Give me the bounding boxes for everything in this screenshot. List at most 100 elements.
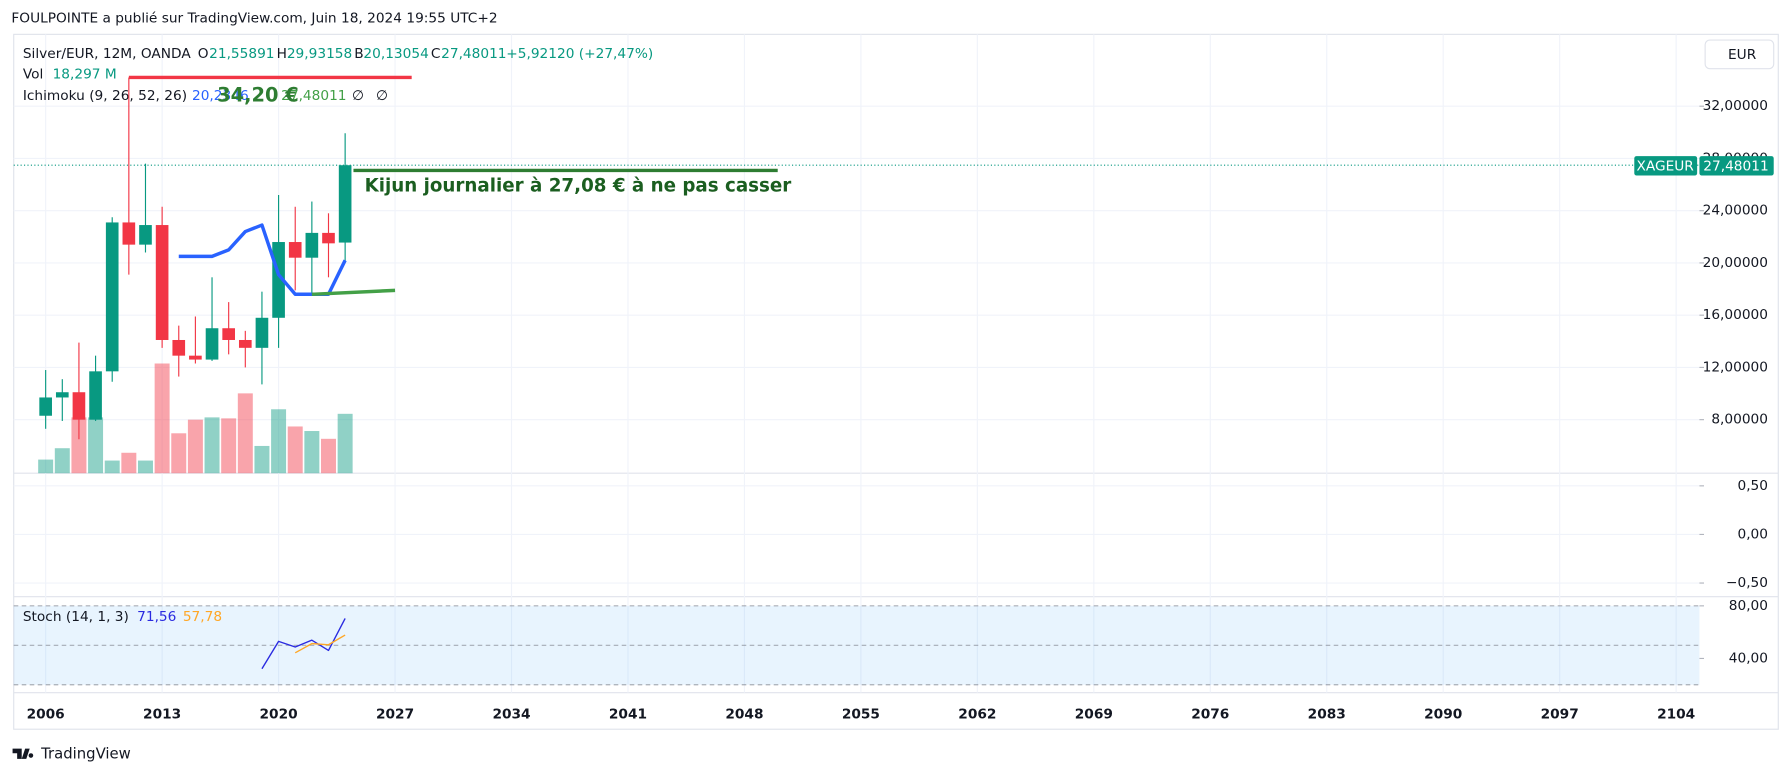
symbol-label: XAGEUR: [1636, 158, 1694, 174]
volume-bar: [137, 460, 153, 474]
y-tick-label: 12,00000: [1703, 359, 1768, 375]
volume-bar: [71, 417, 87, 474]
x-tick-label: 2020: [260, 706, 298, 722]
legend-value: 29,93158: [287, 46, 352, 62]
volume-value: 18,297 M: [53, 66, 117, 82]
ichimoku-value: 20,2346: [192, 88, 249, 104]
legend-key: H: [277, 46, 287, 62]
frame: [13, 33, 1779, 730]
volume-bar: [304, 431, 320, 474]
candle-body: [288, 242, 302, 258]
volume-bar: [287, 426, 303, 474]
volume-bar: [271, 409, 287, 474]
candle-body: [238, 339, 252, 348]
candle-body: [55, 392, 69, 398]
ichimoku-na: ∅: [352, 88, 364, 104]
x-tick-label: 2027: [376, 706, 414, 722]
volume-bar: [121, 452, 137, 474]
x-tick-label: 2076: [1191, 706, 1229, 722]
price-tag: [1699, 156, 1774, 176]
annotation: 34,20 €: [217, 84, 299, 107]
x-tick-label: 2013: [143, 706, 181, 722]
volume-bar: [104, 460, 120, 474]
y-tick-label: 0,00: [1737, 526, 1768, 542]
stoch-k-line: [261, 618, 346, 670]
candle-body: [205, 328, 219, 360]
y-tick-label: 80,00: [1729, 598, 1768, 614]
candle-body: [139, 225, 152, 245]
volume-bar: [337, 413, 353, 474]
stoch-d-line: [294, 634, 346, 654]
candle-body: [155, 225, 169, 340]
ichimoku-name: Ichimoku (9, 26, 52, 26): [23, 88, 187, 104]
legend-value: 27,48011: [441, 46, 506, 62]
stoch-d-value: 57,78: [183, 609, 222, 625]
legend-value: 20,13054: [363, 46, 428, 62]
stoch-k-value: 71,56: [137, 609, 176, 625]
brand: TradingView: [12, 744, 131, 762]
volume-bar: [88, 417, 104, 474]
volume-bar: [321, 438, 336, 474]
ichimoku-value: 27,48011: [281, 88, 346, 104]
x-tick-label: 2104: [1657, 706, 1695, 722]
x-tick-label: 2083: [1308, 706, 1346, 722]
legend-key: B: [354, 46, 363, 62]
x-tick-label: 2006: [27, 706, 65, 722]
x-tick-label: 2097: [1541, 706, 1579, 722]
legend-value: 21,55891: [209, 46, 274, 62]
y-tick-label: 8,00000: [1711, 412, 1768, 428]
ichimoku-line: [178, 223, 347, 296]
footer: TradingView: [40, 744, 131, 762]
candle-body: [189, 355, 202, 360]
volume-bar: [187, 419, 203, 474]
candle-body: [89, 371, 102, 420]
price-label: 27,48011: [1703, 158, 1768, 174]
candle-body: [322, 232, 335, 244]
y-tick-label: 20,00000: [1703, 255, 1768, 271]
header: FOULPOINTE a publié sur TradingView.com,…: [11, 10, 497, 26]
ichimoku-na: ∅: [376, 88, 388, 104]
x-tick-label: 2048: [725, 706, 763, 722]
y-tick-label: 40,00: [1729, 650, 1768, 666]
volume-bar: [237, 393, 253, 474]
x-tick-label: 2090: [1424, 706, 1462, 722]
legend-change: +5,92120 (+27,47%): [506, 46, 653, 62]
candle-body: [105, 222, 119, 372]
y-tick-label: 32,00000: [1703, 98, 1768, 114]
y-tick-label: 24,00000: [1703, 203, 1768, 219]
candle-body: [172, 339, 186, 356]
volume-name: Vol: [23, 66, 44, 82]
currency[interactable]: EUR: [1728, 47, 1757, 63]
stoch-name: Stoch (14, 1, 3): [23, 609, 129, 625]
volume-bar: [254, 445, 270, 474]
candle-body: [39, 397, 52, 416]
x-tick-label: 2069: [1075, 706, 1113, 722]
candle-body: [305, 232, 319, 258]
x-tick-label: 2041: [609, 706, 647, 722]
candle-body: [222, 328, 235, 340]
x-tick-label: 2062: [958, 706, 996, 722]
legend-key: O: [198, 46, 209, 62]
y-tick-label: −0,50: [1726, 575, 1768, 591]
symbol-tag: [1634, 156, 1698, 176]
candle-body: [122, 222, 136, 245]
volume-bar: [221, 418, 237, 474]
y-tick-label: 0,50: [1737, 478, 1768, 494]
x-tick-label: 2034: [492, 706, 530, 722]
volume-bar: [38, 459, 54, 474]
volume-bar: [204, 417, 220, 474]
currency-button[interactable]: [1704, 39, 1775, 70]
volume-bar: [171, 433, 187, 474]
candle-body: [255, 317, 269, 348]
volume-bar: [54, 448, 70, 474]
legend-symbol: Silver/EUR, 12M, OANDA: [23, 46, 191, 62]
drawing-line: [311, 288, 396, 296]
volume-bar: [154, 363, 170, 474]
candle-body: [72, 392, 86, 420]
legend-key: C: [431, 46, 441, 62]
annotation: Kijun journalier à 27,08 € à ne pas cass…: [365, 175, 792, 196]
y-tick-label: 16,00000: [1703, 307, 1768, 323]
logo: [12, 748, 34, 759]
